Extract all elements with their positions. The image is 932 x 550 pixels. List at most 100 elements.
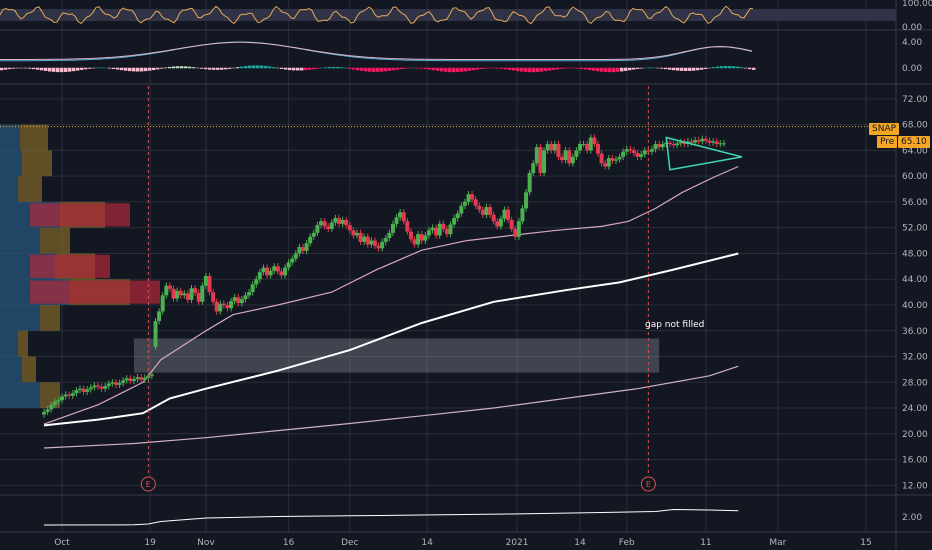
candle-body [495,221,500,227]
macd-histogram-bar [600,67,604,72]
candle-body [513,228,518,237]
macd-histogram-bar [272,67,276,69]
macd-histogram-bar [716,66,720,69]
moving-average-mid [43,252,739,427]
macd-histogram-bar [224,67,228,70]
macd-histogram-bar [180,66,184,69]
macd-histogram-bar [116,67,120,70]
candle-body [441,223,446,229]
macd-histogram-bar [508,67,512,70]
macd-histogram-bar [432,67,436,71]
macd-histogram-bar [748,67,752,70]
macd-histogram-bar [584,67,588,70]
macd-histogram-bar [144,67,148,72]
candle-body [700,138,705,142]
macd-histogram-bar [256,65,260,69]
candle-body [254,279,259,285]
macd-histogram-bar [684,67,688,72]
macd-histogram-bar [644,67,648,69]
candle-body [99,386,104,389]
macd-histogram-bar [556,67,560,70]
candle-body [218,303,223,312]
macd-histogram-bar [500,67,504,69]
candle-body [45,409,50,412]
macd-histogram-bar [468,67,472,71]
macd-histogram-bar [464,67,468,72]
candle-body [358,232,363,242]
macd-histogram-bar [184,66,188,69]
gap-rectangle [133,338,660,373]
candle-body [189,288,194,300]
macd-histogram-bar [132,67,136,72]
macd-histogram-bar [492,67,496,69]
x-tick-label: Nov [197,538,215,548]
candle-body [578,143,583,151]
macd-histogram-bar [572,67,576,69]
macd-histogram-bar [100,67,104,69]
y-tick-label: 52.00 [902,224,928,234]
macd-histogram-bar [540,67,544,72]
macd-histogram-bar [8,67,12,70]
macd-histogram-bar [724,65,728,69]
volume-profile-up [0,356,22,383]
macd-histogram-bar [632,67,636,70]
candle-body [711,141,716,143]
rsi-panel [0,5,896,25]
y-tick-label: 20.00 [902,430,928,440]
macd-histogram-bar [92,67,96,69]
volume-profile-up [0,227,40,254]
candle-body [606,158,611,167]
candle-body [340,219,345,224]
macd-histogram-bar [384,67,388,72]
macd-histogram-bar [712,67,716,69]
candle-body [268,270,273,276]
macd-signal-line [0,41,753,60]
earnings-marker [140,476,156,492]
y-tick-label: 68.00 [902,121,928,131]
volume-profile [0,124,160,409]
macd-histogram-bar [612,67,616,73]
macd-histogram-bar [668,67,672,70]
candle-body [153,321,158,347]
candle-body [610,158,615,161]
macd-histogram-bar [732,66,736,69]
macd-histogram-bar [360,67,364,71]
macd-histogram-bar [624,67,628,71]
axes: 72.00 68.00 64.00 60.00 56.00 52.00 48.00 44.00… [54,0,932,548]
candle-body [257,272,262,280]
candle-body [628,149,633,151]
macd-histogram-bar [288,67,292,71]
macd-histogram-bar [664,67,668,70]
macd-histogram-bar [560,67,564,69]
volume-profile-down [22,150,52,177]
macd-histogram-bar [76,67,80,71]
volume-profile-up [0,124,20,151]
candle-body [462,201,467,206]
rsi-tick-label: 0.00 [902,23,922,33]
candle-body [229,301,234,309]
candle-body [56,400,61,402]
macd-histogram-bar [480,67,484,69]
candle-body [67,394,72,396]
y-tick-label: 32.00 [902,353,928,363]
macd-histogram-bar [232,67,236,69]
candle-body [347,225,352,231]
macd-histogram-bar [72,67,76,72]
x-tick-label: Feb [619,538,635,548]
macd-histogram-bar [20,67,24,69]
candle-body [372,240,377,246]
candle-body [527,172,532,193]
candle-body [693,140,698,143]
candle-body [653,143,658,150]
candle-body [588,137,593,151]
candle-body [613,159,618,161]
candle-body [171,288,176,299]
macd-histogram-bar [484,67,488,69]
candle-body [506,209,511,220]
macd-histogram-bar [524,67,528,72]
macd-histogram-bar [728,65,732,69]
candle-body [549,143,554,151]
candle-body [74,390,79,394]
